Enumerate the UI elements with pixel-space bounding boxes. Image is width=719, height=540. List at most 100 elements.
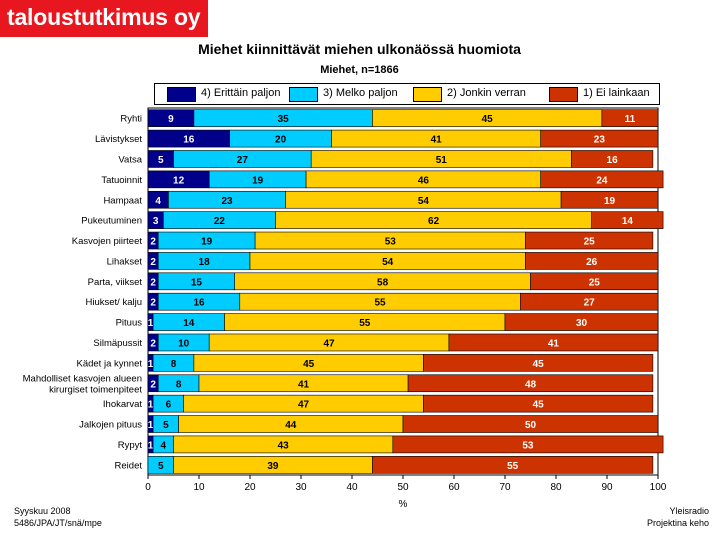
category-label: Mahdolliset kasvojen alueen kirurgiset to… bbox=[23, 373, 143, 395]
data-label: 25 bbox=[584, 237, 596, 248]
legend-swatch-erittain-paljon bbox=[167, 87, 196, 102]
data-label: 10 bbox=[178, 338, 190, 349]
data-label: 48 bbox=[525, 379, 537, 390]
data-label: 14 bbox=[622, 216, 634, 227]
footer-date: Syyskuu 2008 bbox=[14, 506, 71, 516]
category-label: Kädet ja kynnet bbox=[77, 358, 143, 369]
data-label: 19 bbox=[252, 175, 264, 186]
category-label: Parta, viikset bbox=[88, 277, 143, 288]
data-label: 45 bbox=[533, 400, 545, 411]
category-label: Rypyt bbox=[118, 440, 143, 451]
bar-segment bbox=[560, 190, 659, 209]
data-label: 25 bbox=[589, 277, 601, 288]
category-label: Ryhti bbox=[120, 114, 142, 125]
data-label: 5 bbox=[163, 420, 169, 431]
data-label: 23 bbox=[594, 135, 606, 146]
data-label: 19 bbox=[201, 237, 213, 248]
legend-label-ei-lainkaan: 1) Ei lainkaan bbox=[583, 87, 650, 99]
data-label: 2 bbox=[150, 277, 156, 288]
data-label: 27 bbox=[584, 298, 596, 309]
x-tick-label: 100 bbox=[650, 482, 667, 493]
data-label: 8 bbox=[176, 379, 182, 390]
bar-segment bbox=[423, 354, 654, 372]
data-label: 18 bbox=[199, 257, 211, 268]
category-label: Pituus bbox=[116, 318, 143, 329]
bar-segment bbox=[530, 272, 659, 291]
data-label: 15 bbox=[191, 277, 203, 288]
x-tick-label: 0 bbox=[145, 482, 151, 493]
data-label: 4 bbox=[155, 196, 161, 207]
data-label: 47 bbox=[298, 400, 310, 411]
data-label: 1 bbox=[148, 359, 154, 370]
bar-segment bbox=[540, 170, 664, 189]
bar-segment bbox=[407, 374, 654, 393]
data-label: 35 bbox=[278, 114, 290, 125]
footer-right: Yleisradio Projektina keho bbox=[647, 505, 709, 529]
bar-segment bbox=[504, 313, 659, 331]
logo-text: taloustutkimus oy bbox=[7, 4, 201, 30]
data-label: 55 bbox=[359, 318, 371, 329]
bar-segment bbox=[519, 292, 659, 311]
x-tick-label: 80 bbox=[550, 482, 562, 493]
category-label: Jalkojen pituus bbox=[79, 420, 142, 431]
bar-segment bbox=[570, 150, 654, 168]
chart-subtitle: Miehet, n=1866 bbox=[320, 64, 399, 76]
company-logo: taloustutkimus oy bbox=[0, 0, 208, 37]
data-label: 1 bbox=[148, 420, 154, 431]
data-label: 14 bbox=[183, 318, 195, 329]
data-label: 1 bbox=[148, 400, 154, 411]
data-label: 46 bbox=[418, 175, 430, 186]
data-label: 45 bbox=[482, 114, 494, 125]
chart-legend: 4) Erittäin paljon 3) Melko paljon 2) Jo… bbox=[154, 83, 660, 105]
category-label: Lävistykset bbox=[95, 134, 142, 145]
bar-segment bbox=[372, 456, 654, 474]
data-label: 55 bbox=[507, 461, 519, 472]
data-label: 16 bbox=[193, 298, 205, 309]
data-label: 2 bbox=[150, 237, 156, 248]
data-label: 2 bbox=[150, 298, 156, 309]
data-label: 2 bbox=[150, 338, 156, 349]
data-label: 50 bbox=[525, 420, 537, 431]
data-label: 3 bbox=[153, 216, 159, 227]
data-label: 58 bbox=[377, 277, 389, 288]
bar-segment bbox=[591, 211, 664, 229]
category-label: Vatsa bbox=[118, 154, 142, 165]
data-label: 62 bbox=[428, 216, 440, 227]
bar-segment bbox=[423, 394, 654, 413]
data-label: 16 bbox=[607, 155, 619, 166]
data-label: 19 bbox=[604, 196, 616, 207]
bar-segment bbox=[601, 109, 659, 127]
category-label: Tatuoinnit bbox=[101, 175, 142, 186]
x-tick-label: 50 bbox=[397, 482, 409, 493]
data-label: 45 bbox=[303, 359, 315, 370]
x-tick-label: 70 bbox=[499, 482, 511, 493]
data-label: 23 bbox=[221, 196, 233, 207]
footer-project: Projektina keho bbox=[646, 518, 709, 528]
data-label: 1 bbox=[148, 318, 154, 329]
data-label: 5 bbox=[158, 461, 164, 472]
data-label: 39 bbox=[267, 461, 279, 472]
data-label: 6 bbox=[166, 400, 172, 411]
data-label: 24 bbox=[596, 175, 608, 186]
data-label: 51 bbox=[436, 155, 448, 166]
x-tick-label: 60 bbox=[448, 482, 460, 493]
data-label: 47 bbox=[323, 338, 335, 349]
data-label: 54 bbox=[418, 196, 430, 207]
footer-client: Yleisradio bbox=[669, 506, 709, 516]
bar-segment bbox=[525, 231, 654, 250]
data-label: 53 bbox=[522, 440, 534, 451]
x-axis-label: % bbox=[399, 499, 408, 510]
data-label: 1 bbox=[148, 440, 154, 451]
data-label: 27 bbox=[237, 155, 249, 166]
data-label: 22 bbox=[214, 216, 226, 227]
x-tick-label: 40 bbox=[346, 482, 358, 493]
data-label: 5 bbox=[158, 155, 164, 166]
category-label: Silmäpussit bbox=[93, 338, 142, 349]
legend-label-erittain-paljon: 4) Erittäin paljon bbox=[201, 87, 281, 99]
legend-swatch-melko-paljon bbox=[289, 87, 318, 102]
data-label: 44 bbox=[285, 420, 297, 431]
data-label: 8 bbox=[171, 359, 177, 370]
x-tick-label: 90 bbox=[601, 482, 613, 493]
data-label: 12 bbox=[173, 175, 185, 186]
data-label: 41 bbox=[298, 379, 310, 390]
